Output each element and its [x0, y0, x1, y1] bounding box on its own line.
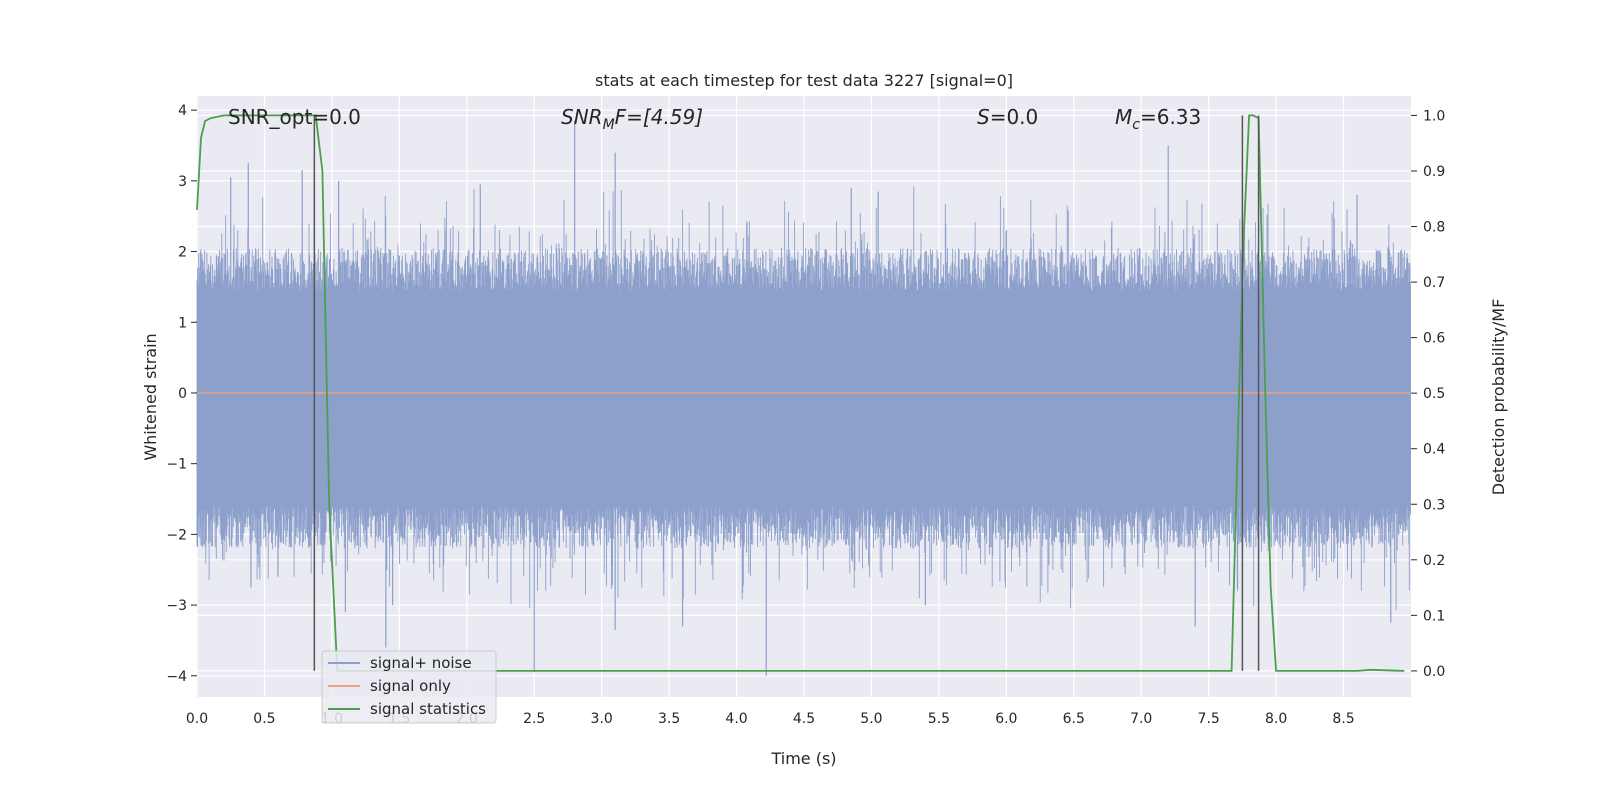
annotation-mc-suffix: =6.33: [1140, 105, 1201, 129]
y-tick-label-7: 3: [178, 174, 187, 190]
annotation-snr-mf: SNRMF=[4.59]: [561, 105, 703, 133]
noise-core: [197, 290, 1411, 507]
series-line-2: [196, 114, 1405, 672]
x-tick-label-14: 7.0: [1130, 711, 1152, 727]
y-tick-label-6: 2: [178, 245, 187, 261]
annotation-s-suffix: =0.0: [990, 105, 1039, 129]
x-tick-label-8: 4.0: [725, 711, 747, 727]
annotation-snr-opt: SNR_opt=0.0: [228, 105, 361, 129]
x-tick-label-10: 5.0: [860, 711, 882, 727]
x-tick-label-7: 3.5: [658, 711, 680, 727]
y-axis-label: Whitened strain: [141, 333, 160, 460]
x-axis-label: Time (s): [770, 749, 836, 768]
y-right-tick-label-7: 0.7: [1423, 275, 1445, 291]
legend-label-statistics: signal statistics: [370, 700, 486, 718]
y-tick-label-4: 0: [178, 386, 187, 402]
x-tick-label-0: 0.0: [186, 711, 208, 727]
x-tick-label-9: 4.5: [793, 711, 815, 727]
x-tick-label-15: 7.5: [1198, 711, 1220, 727]
x-ticks: 0.00.51.01.52.02.53.03.54.04.55.05.56.06…: [186, 711, 1355, 727]
y-tick-label-3: −1: [166, 457, 187, 473]
y-right-tick-label-3: 0.3: [1423, 497, 1445, 513]
y-axis-label-right: Detection probability/MF: [1489, 299, 1508, 496]
y-tick-label-8: 4: [178, 103, 187, 119]
vertical-markers: [313, 115, 1260, 671]
y-ticks-left: −4 −3 −2 −1 0 1 2 3 4: [166, 103, 197, 685]
y-right-tick-label-6: 0.6: [1423, 331, 1445, 347]
x-tick-label-17: 8.5: [1332, 711, 1354, 727]
legend-label-noise: signal+ noise: [370, 654, 472, 672]
y-ticks-right: 0.0 0.1 0.2 0.3 0.4 0.5 0.6 0.7 0.8 0.9 1.0: [1411, 108, 1445, 680]
x-tick-label-16: 8.0: [1265, 711, 1287, 727]
legend-label-signal: signal only: [370, 677, 451, 695]
x-tick-label-12: 6.0: [995, 711, 1017, 727]
noise-series: [196, 120, 1411, 676]
chart-title: stats at each timestep for test data 322…: [595, 71, 1013, 90]
x-tick-label-1: 0.5: [253, 711, 275, 727]
y-tick-label-5: 1: [178, 315, 187, 331]
y-tick-label-1: −3: [166, 598, 187, 614]
annotation-mc: Mc=6.33: [1115, 105, 1201, 133]
y-right-tick-label-0: 0.0: [1423, 664, 1445, 680]
legend-box: [321, 650, 497, 724]
annotation-snr-mf-sub: M: [603, 117, 615, 133]
y-tick-label-2: −2: [166, 527, 187, 543]
annotation-snr-mf-suffix: F=[4.59]: [615, 105, 703, 129]
y-right-tick-label-2: 0.2: [1423, 553, 1445, 569]
y-right-tick-label-10: 1.0: [1423, 108, 1445, 124]
x-tick-label-11: 5.5: [928, 711, 950, 727]
y-right-tick-label-4: 0.4: [1423, 442, 1445, 458]
x-tick-label-6: 3.0: [591, 711, 613, 727]
y-right-tick-label-1: 0.1: [1423, 608, 1445, 624]
annotation-s-prefix: S: [977, 105, 990, 129]
y-right-tick-label-5: 0.5: [1423, 386, 1445, 402]
y-right-tick-label-9: 0.9: [1423, 164, 1445, 180]
annotation-mc-sub: c: [1132, 117, 1140, 133]
y-tick-label-0: −4: [166, 669, 187, 685]
x-tick-label-5: 2.5: [523, 711, 545, 727]
legend: signal+ noise signal only signal statist…: [321, 650, 497, 724]
annotation-snr-mf-prefix: SNR: [561, 105, 603, 129]
x-tick-label-13: 6.5: [1063, 711, 1085, 727]
y-right-tick-label-8: 0.8: [1423, 220, 1445, 236]
annotation-mc-prefix: M: [1115, 105, 1132, 129]
line-series: [196, 114, 1411, 672]
annotation-s: S=0.0: [977, 105, 1038, 129]
